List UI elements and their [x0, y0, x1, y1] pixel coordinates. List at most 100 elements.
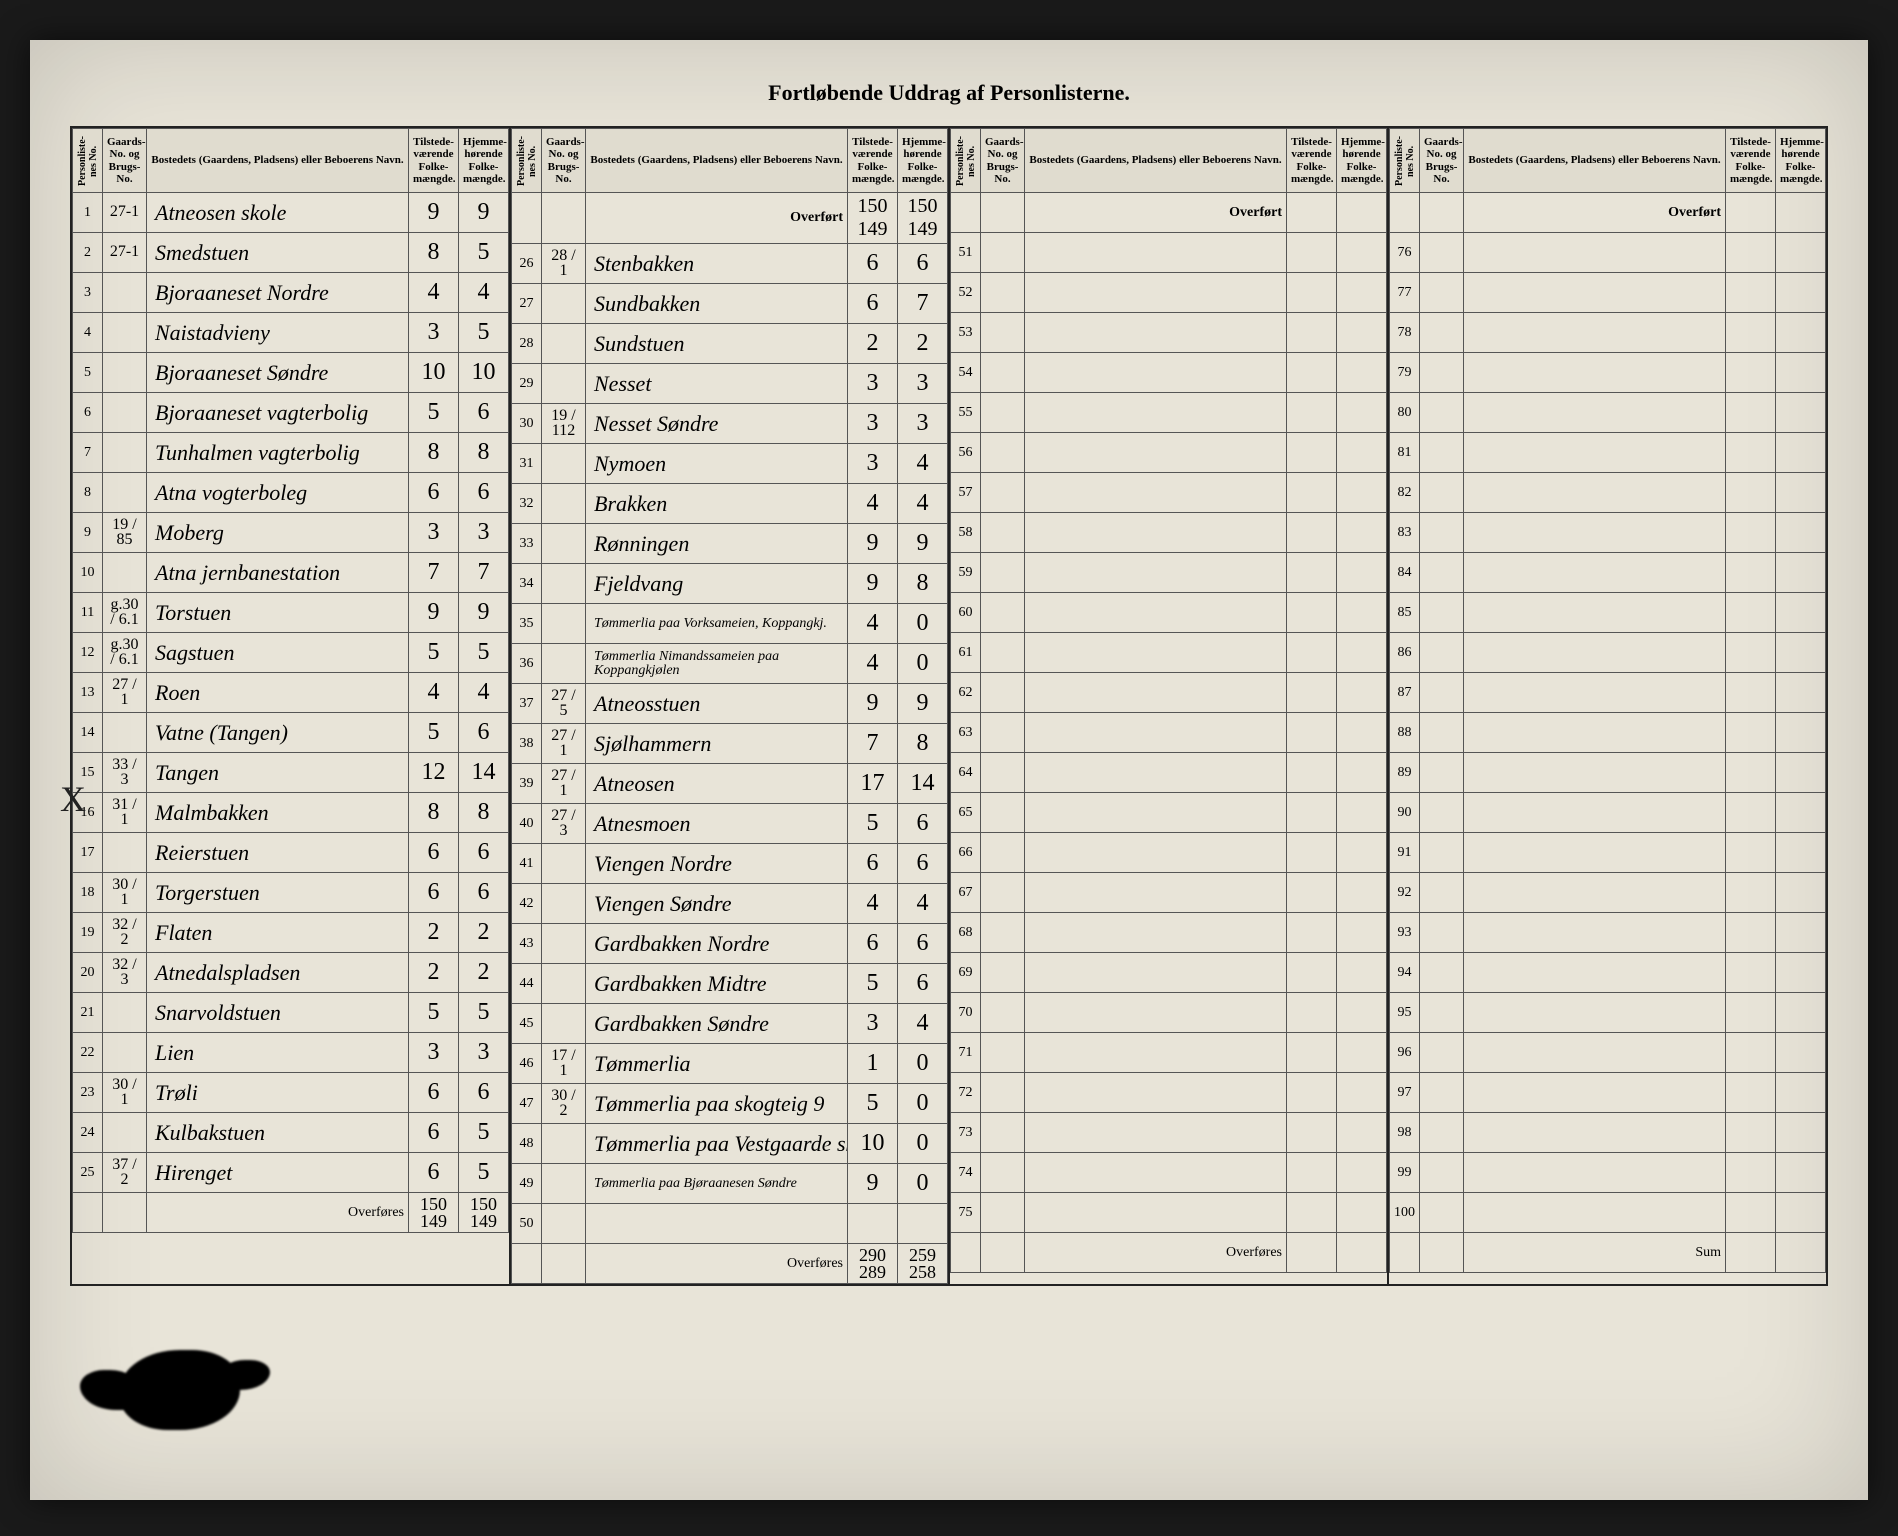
bosted-name: Kulbakstuen: [147, 1113, 409, 1153]
hjemme-count: [1337, 393, 1387, 433]
hjemme-count: 6: [459, 833, 509, 873]
ledger-block: Personliste-nes No.Gaards-No. og Brugs-N…: [72, 128, 511, 1284]
table-row: 51: [951, 233, 1387, 273]
hjemme-count: 8: [459, 793, 509, 833]
tilstede-count: [1726, 1073, 1776, 1113]
hjemme-count: 5: [459, 633, 509, 673]
tilstede-count: 12: [409, 753, 459, 793]
row-index: 9: [73, 513, 103, 553]
bosted-name: [1025, 273, 1287, 313]
hjemme-count: [1337, 353, 1387, 393]
hjemme-count: [1776, 393, 1826, 433]
hjemme-count: 6: [459, 473, 509, 513]
hjemme-count: [1337, 993, 1387, 1033]
gard-no: 27 / 1: [542, 764, 586, 804]
tilstede-count: [1726, 513, 1776, 553]
table-row: 96: [1390, 1033, 1826, 1073]
row-index: 5: [73, 353, 103, 393]
col-header: Personliste-nes No.: [951, 129, 981, 193]
hjemme-count: 6: [898, 924, 948, 964]
gard-no: [103, 313, 147, 353]
row-index: 18: [73, 873, 103, 913]
tilstede-count: [848, 1204, 898, 1244]
row-index: 73: [951, 1113, 981, 1153]
bosted-name: [1025, 513, 1287, 553]
gard-no: [1420, 593, 1464, 633]
hjemme-count: 4: [898, 884, 948, 924]
hjemme-count: 3: [898, 364, 948, 404]
col-header: Hjemme-hørende Folke-mængde.: [459, 129, 509, 193]
table-row: 22Lien33: [73, 1033, 509, 1073]
table-row: 84: [1390, 553, 1826, 593]
gard-no: [103, 433, 147, 473]
hjemme-count: 3: [898, 404, 948, 444]
col-header: Hjemme-hørende Folke-mængde.: [898, 129, 948, 193]
tilstede-count: [1287, 593, 1337, 633]
hjemme-count: [1337, 753, 1387, 793]
row-index: 26: [512, 244, 542, 284]
table-row: 55: [951, 393, 1387, 433]
gard-no: [542, 524, 586, 564]
row-index: 8: [73, 473, 103, 513]
tilstede-count: 4: [409, 273, 459, 313]
gard-no: [1420, 793, 1464, 833]
hjemme-count: 2: [898, 324, 948, 364]
table-row: 66: [951, 833, 1387, 873]
table-row: 3019 / 112Nesset Søndre33: [512, 404, 948, 444]
overfores-hjemme: [1776, 1233, 1826, 1273]
bosted-name: Naistadvieny: [147, 313, 409, 353]
bosted-name: Tømmerlia paa Bjøraanesen Søndre: [586, 1164, 848, 1204]
row-index: 58: [951, 513, 981, 553]
hjemme-count: [1776, 313, 1826, 353]
bosted-name: [1464, 1033, 1726, 1073]
gard-no: [981, 913, 1025, 953]
hjemme-count: 4: [459, 273, 509, 313]
bosted-name: [1025, 593, 1287, 633]
gard-no: [981, 873, 1025, 913]
hjemme-count: 0: [898, 604, 948, 644]
overfores-label: Overføres: [147, 1193, 409, 1233]
gard-no: [981, 1153, 1025, 1193]
hjemme-count: [1337, 673, 1387, 713]
tilstede-count: [1726, 753, 1776, 793]
bosted-name: [1464, 393, 1726, 433]
hjemme-count: 6: [459, 393, 509, 433]
row-index: 89: [1390, 753, 1420, 793]
table-row: 3927 / 1Atneosen1714: [512, 764, 948, 804]
gard-no: [1420, 473, 1464, 513]
hjemme-count: 8: [459, 433, 509, 473]
bosted-name: Viengen Nordre: [586, 844, 848, 884]
tilstede-count: 8: [409, 233, 459, 273]
gard-no: [542, 924, 586, 964]
hjemme-count: [1776, 473, 1826, 513]
row-index: 51: [951, 233, 981, 273]
bosted-name: Vatne (Tangen): [147, 713, 409, 753]
tilstede-count: [1726, 1193, 1776, 1233]
tilstede-count: 3: [848, 1004, 898, 1044]
hjemme-count: [1776, 833, 1826, 873]
tilstede-count: [1726, 993, 1776, 1033]
bosted-name: Atneosen: [586, 764, 848, 804]
gard-no: [542, 1124, 586, 1164]
bosted-name: [1464, 633, 1726, 673]
table-row: 56: [951, 433, 1387, 473]
bosted-name: [1025, 1193, 1287, 1233]
row-index: 80: [1390, 393, 1420, 433]
bosted-name: Fjeldvang: [586, 564, 848, 604]
bosted-name: Tømmerlia paa Vorksameien, Koppangkj.: [586, 604, 848, 644]
row-index: 91: [1390, 833, 1420, 873]
hjemme-count: [1337, 633, 1387, 673]
row-index: 14: [73, 713, 103, 753]
bosted-name: Tangen: [147, 753, 409, 793]
bosted-name: [1464, 993, 1726, 1033]
table-row: 29Nesset33: [512, 364, 948, 404]
col-header: Tilstede-værende Folke-mængde.: [1726, 129, 1776, 193]
tilstede-count: 3: [409, 313, 459, 353]
col-header: Tilstede-værende Folke-mængde.: [848, 129, 898, 193]
bosted-name: [1464, 1113, 1726, 1153]
tilstede-count: 4: [848, 484, 898, 524]
table-row: 4617 / 1Tømmerlia10: [512, 1044, 948, 1084]
row-index: 57: [951, 473, 981, 513]
bosted-name: Roen: [147, 673, 409, 713]
tilstede-count: 9: [409, 193, 459, 233]
